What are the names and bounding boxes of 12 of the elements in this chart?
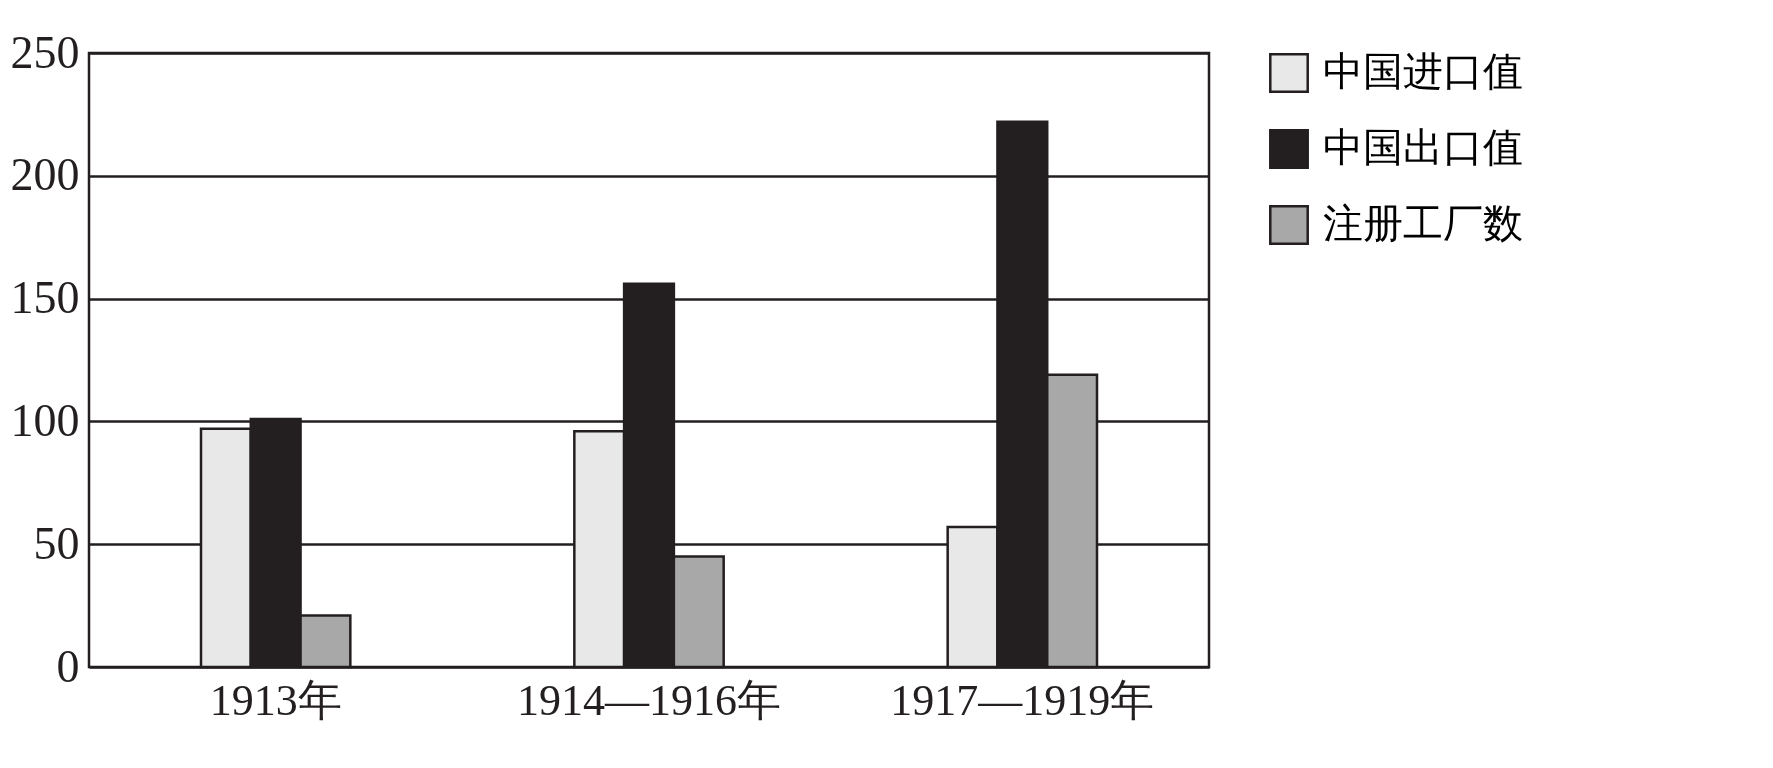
y-tick-label: 100 — [10, 394, 80, 446]
x-tick-label: 1914—1916年 — [517, 675, 781, 725]
legend-label: 中国出口值 — [1323, 125, 1523, 170]
legend-label: 中国进口值 — [1323, 49, 1523, 94]
y-tick-label: 250 — [10, 26, 80, 78]
y-tick-label: 200 — [10, 149, 80, 201]
y-tick-label: 0 — [56, 640, 80, 692]
y-tick-label: 50 — [33, 517, 80, 569]
legend-label: 注册工厂数 — [1323, 201, 1523, 246]
x-tick-label: 1917—1919年 — [890, 675, 1155, 725]
y-tick-label: 150 — [10, 272, 80, 324]
x-tick-label: 1913年 — [209, 675, 342, 725]
